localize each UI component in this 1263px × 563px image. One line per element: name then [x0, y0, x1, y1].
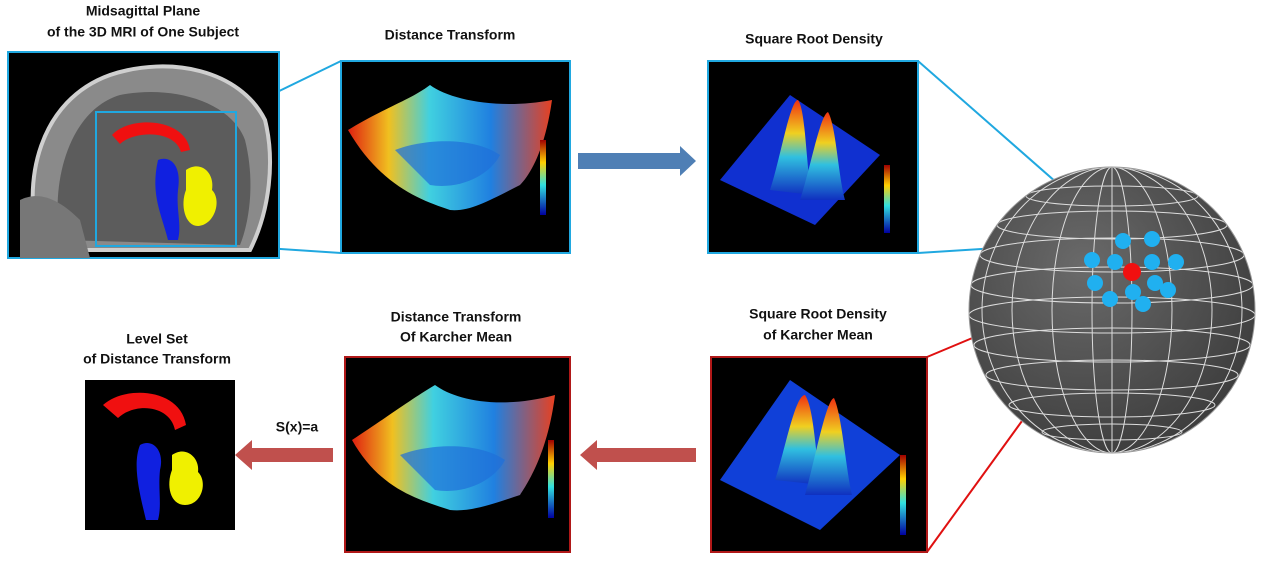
- mean-distance-panel: [344, 356, 571, 553]
- equation: S(x)=a: [276, 419, 319, 435]
- panel-title: Of Karcher Mean: [400, 329, 512, 345]
- level-set-panel: [85, 380, 235, 530]
- panel-title: Distance Transform: [391, 309, 522, 325]
- arrow: [580, 440, 696, 470]
- sphere: [968, 166, 1256, 454]
- density-panel: [707, 60, 919, 254]
- mean-density-panel: [710, 356, 928, 553]
- panel-title: of Distance Transform: [83, 351, 231, 367]
- arrow: [235, 440, 333, 470]
- panel-title: Square Root Density: [749, 306, 887, 322]
- arrow: [578, 146, 696, 176]
- panel-title: Distance Transform: [385, 27, 516, 43]
- panel-title: Level Set: [126, 331, 188, 347]
- panel-title: of the 3D MRI of One Subject: [47, 24, 239, 40]
- panel-title: Midsagittal Plane: [86, 3, 201, 19]
- panel-title: of Karcher Mean: [763, 327, 873, 343]
- panel-title: Square Root Density: [745, 31, 883, 47]
- mri-panel: [7, 51, 280, 259]
- distance-transform-panel: [340, 60, 571, 254]
